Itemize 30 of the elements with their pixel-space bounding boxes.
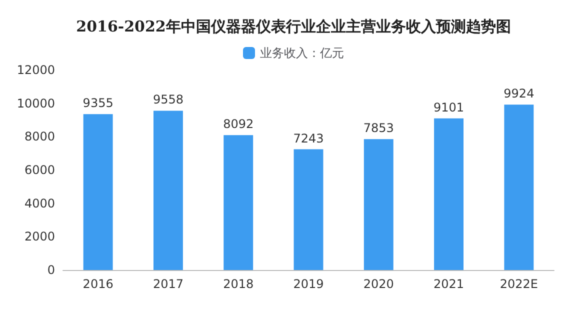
data-label: 9558 [152, 92, 184, 107]
chart-title: 2016-2022年中国仪器器仪表行业企业主营业务收入预测趋势图 [76, 18, 511, 36]
bar [364, 139, 394, 270]
bar [504, 104, 534, 270]
legend-label: 业务收入：亿元 [260, 46, 344, 60]
data-label: 8092 [223, 117, 254, 132]
y-tick-label: 0 [47, 263, 55, 277]
bar [294, 149, 324, 270]
bar [83, 114, 113, 270]
x-tick-label: 2021 [434, 277, 464, 291]
data-label: 7853 [363, 121, 394, 136]
data-label: 7243 [293, 131, 324, 146]
y-tick-label: 4000 [24, 196, 55, 210]
y-tick-label: 6000 [24, 163, 55, 177]
data-label: 9924 [504, 86, 534, 101]
x-tick-label: 2019 [293, 277, 324, 291]
bar [153, 110, 183, 270]
x-tick-label: 2016 [82, 277, 114, 291]
data-label: 9101 [434, 100, 464, 114]
y-tick-label: 8000 [24, 130, 55, 144]
y-tick-label: 12000 [16, 63, 55, 77]
y-tick-label: 2000 [24, 230, 55, 244]
x-tick-label: 2022E [500, 277, 538, 291]
x-tick-label: 2020 [363, 277, 394, 291]
x-tick-label: 2018 [223, 277, 254, 291]
x-tick-label: 2017 [152, 277, 184, 291]
y-tick-label: 10000 [16, 96, 55, 110]
data-label: 9355 [82, 96, 114, 110]
bar [224, 135, 254, 270]
bar [434, 118, 464, 270]
